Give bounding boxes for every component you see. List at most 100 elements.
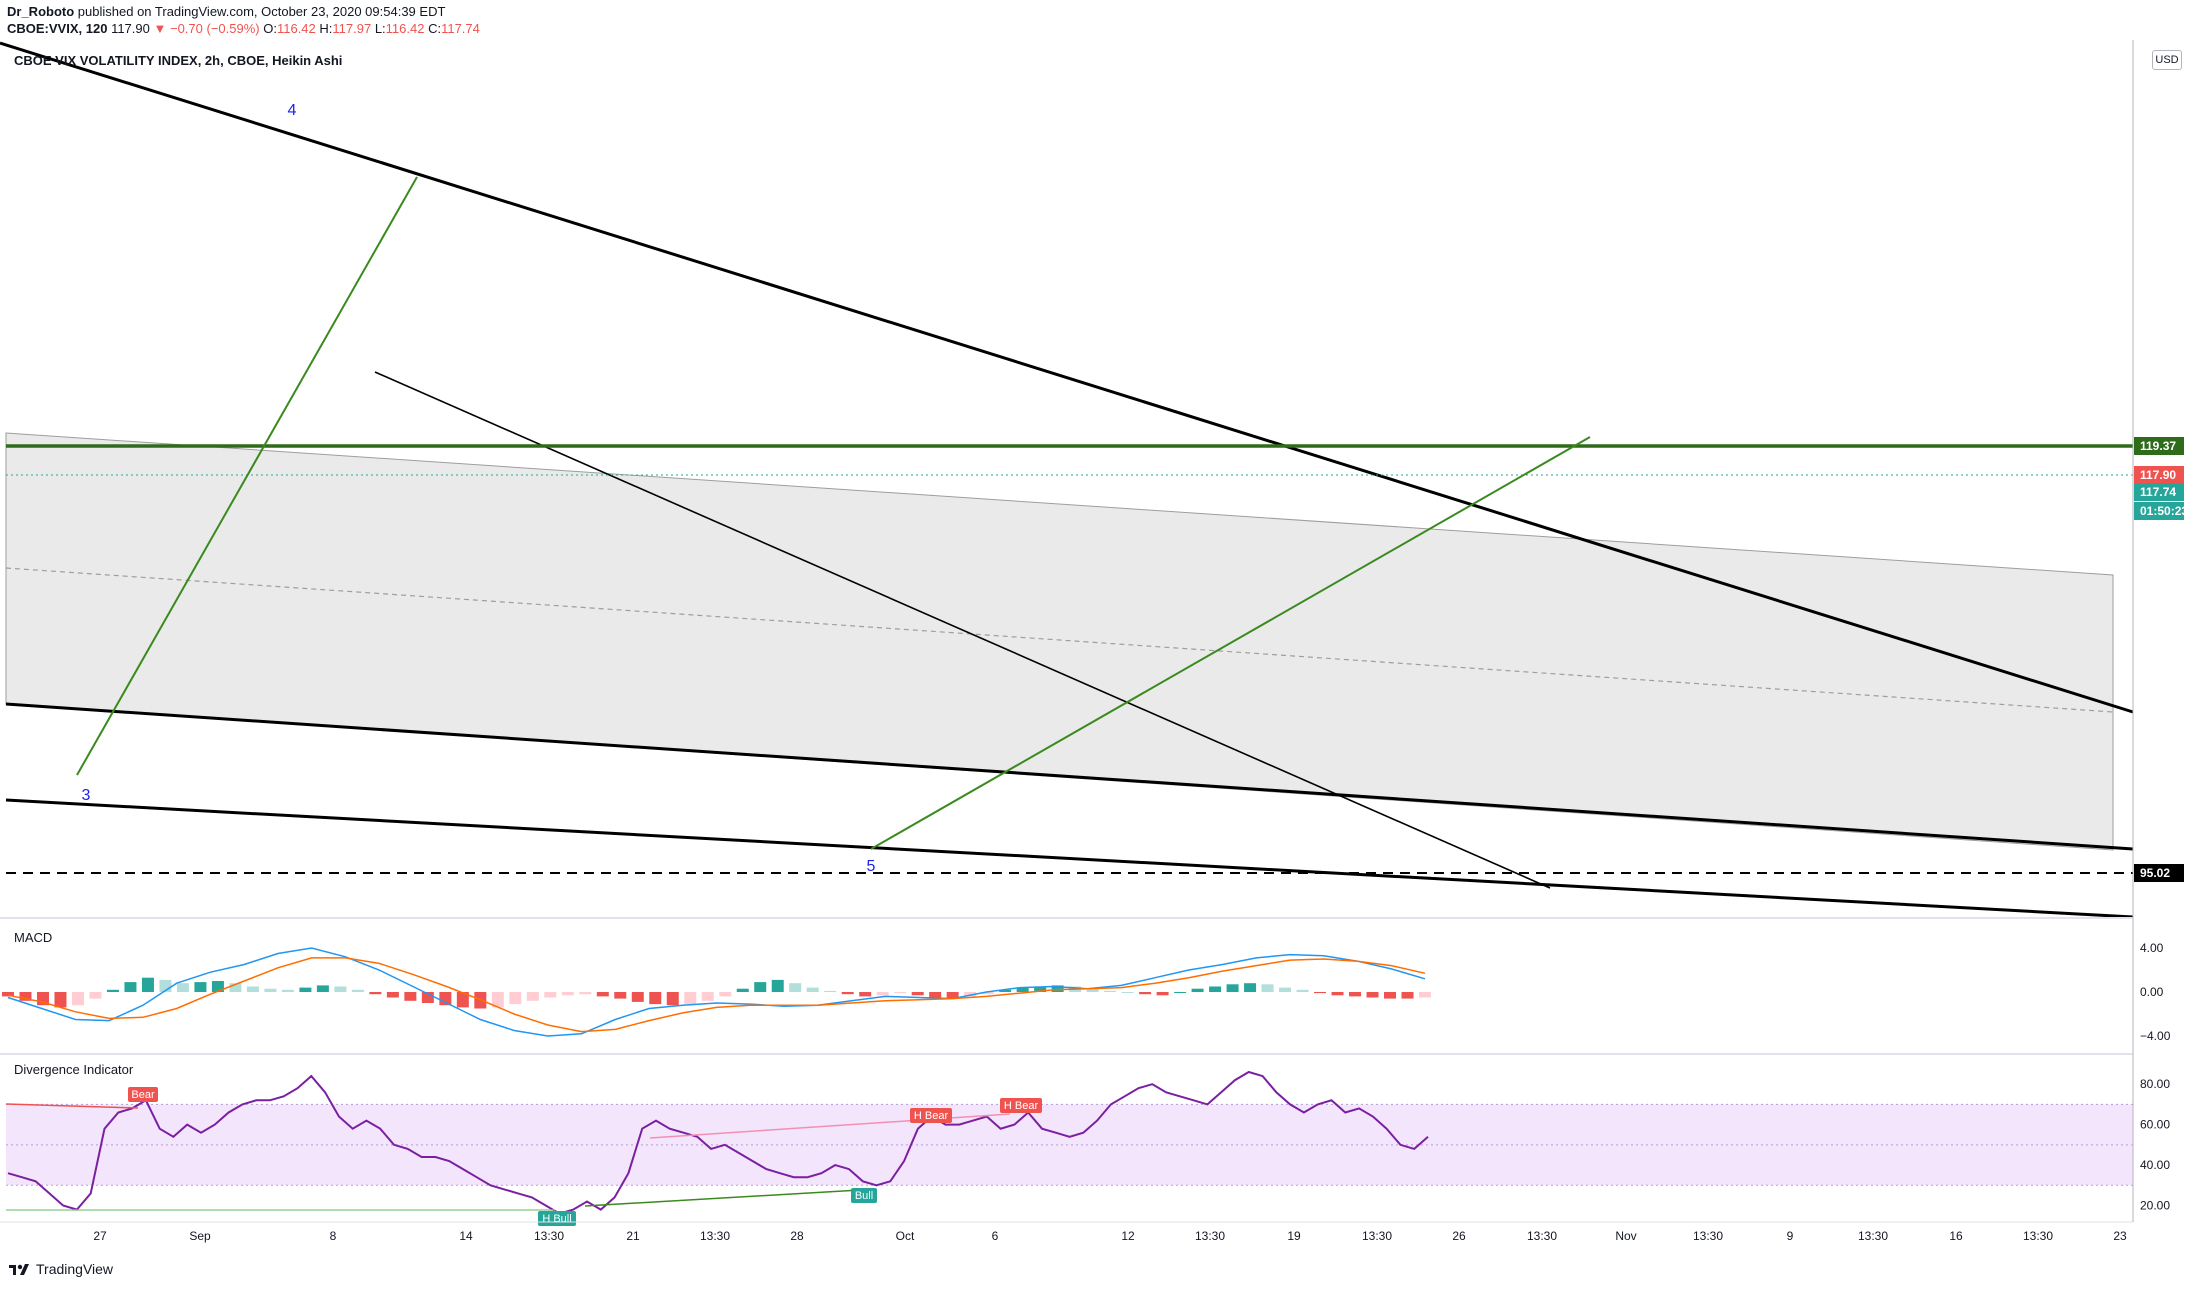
- x-tick-label: 13:30: [1693, 1229, 1723, 1243]
- last-price-badge: 117.90: [2140, 468, 2176, 482]
- macd-histogram-bar: [719, 992, 732, 997]
- macd-histogram-bar: [404, 992, 417, 1001]
- divergence-tick-label: 60.00: [2140, 1118, 2170, 1132]
- close-price-badge: 117.74: [2140, 485, 2176, 499]
- macd-histogram-bar: [1174, 992, 1187, 993]
- macd-histogram-bar: [334, 986, 347, 992]
- divergence-tick-label: 40.00: [2140, 1158, 2170, 1172]
- price-pane: 3 4 5: [0, 41, 2134, 919]
- x-tick-label: 8: [330, 1229, 337, 1243]
- macd-histogram-bar: [124, 982, 137, 992]
- channel-lower-line: [5, 702, 2134, 851]
- x-tick-label: 13:30: [534, 1229, 564, 1243]
- publish-info: Dr_Roboto published on TradingView.com, …: [7, 4, 445, 19]
- macd-histogram-bar: [1401, 992, 1414, 999]
- macd-histogram-bar: [561, 992, 574, 996]
- x-tick-label: 13:30: [700, 1229, 730, 1243]
- macd-histogram-bar: [754, 982, 767, 992]
- x-tick-label: 19: [1287, 1229, 1301, 1243]
- macd-histogram-bar: [701, 992, 714, 1001]
- macd-histogram-bar: [106, 989, 119, 992]
- hidden-bear-label-2-bg: [1000, 1098, 1042, 1113]
- symbol-label[interactable]: CBOE:VVIX, 120: [7, 21, 108, 36]
- bull-divergence-line: [584, 1189, 861, 1207]
- macd-histogram-bar: [1261, 984, 1274, 992]
- x-tick-label: 26: [1452, 1229, 1466, 1243]
- wave-label-5: 5: [867, 858, 876, 875]
- divergence-title: Divergence Indicator: [14, 1062, 134, 1077]
- macd-histogram-bar: [579, 992, 592, 995]
- macd-histogram-bar: [1366, 992, 1379, 998]
- macd-histogram-bar: [736, 988, 749, 992]
- bull-label-bg: [851, 1188, 877, 1203]
- oscillator-band: [6, 1104, 2133, 1186]
- macd-histogram-bar: [264, 988, 277, 992]
- macd-histogram-bar: [999, 989, 1012, 992]
- open-value: 116.42: [276, 21, 316, 36]
- close-price-badge-bg: [2134, 483, 2184, 501]
- macd-histogram-bar: [351, 989, 364, 992]
- macd-histogram-bar: [684, 992, 697, 1005]
- macd-histogram-bar: [841, 992, 854, 995]
- macd-histogram-bar: [89, 992, 102, 999]
- macd-histogram-bar: [806, 987, 819, 992]
- macd-histogram-bar: [1419, 992, 1431, 998]
- macd-histogram-bar: [211, 981, 224, 992]
- resistance-price-badge: 119.37: [2140, 439, 2176, 453]
- resistance-price-badge-bg: [2134, 437, 2184, 455]
- macd-histogram-bar: [824, 990, 837, 992]
- macd-histogram-bar: [859, 992, 872, 997]
- macd-histogram-bar: [491, 992, 504, 1008]
- tradingview-logo-icon: [9, 1264, 29, 1275]
- x-tick-label: 14: [459, 1229, 473, 1243]
- macd-histogram-bar: [299, 987, 312, 992]
- divergence-pane: Bear H Bear H Bear H Bull Bull: [5, 1070, 2133, 1226]
- hidden-bull-label: H Bull: [542, 1213, 571, 1225]
- last-price-badge-bg: [2134, 466, 2184, 484]
- macd-histogram-bar: [19, 992, 32, 1001]
- channel-fill: [5, 432, 2114, 851]
- divergence-tick-label: 80.00: [2140, 1077, 2170, 1091]
- x-tick-label: 16: [1949, 1229, 1963, 1243]
- price-change: −0.70 (−0.59%): [169, 21, 260, 36]
- macd-histogram-bar: [1139, 992, 1152, 995]
- upper-downtrend-line: [0, 41, 2134, 714]
- macd-histogram-bar: [771, 979, 784, 992]
- x-tick-label: 13:30: [1362, 1229, 1392, 1243]
- x-tick-label: Oct: [896, 1229, 915, 1243]
- macd-histogram-bar: [929, 992, 942, 998]
- macd-line: [7, 947, 1426, 1037]
- currency-button[interactable]: USD: [2152, 50, 2182, 70]
- macd-histogram-bar: [281, 989, 294, 992]
- macd-title: MACD: [14, 930, 53, 945]
- macd-histogram-bar: [369, 992, 382, 995]
- high-label: H:: [319, 21, 333, 36]
- macd-histogram-bar: [911, 992, 924, 996]
- macd-histogram-bar: [1331, 992, 1344, 996]
- macd-histogram-bar: [439, 992, 452, 1006]
- macd-histogram-bar: [666, 992, 679, 1006]
- macd-histogram-bar: [194, 982, 207, 992]
- macd-histogram-bar: [1279, 987, 1292, 992]
- macd-histogram-bar: [1034, 986, 1047, 992]
- macd-histogram-bar: [421, 992, 434, 1003]
- hidden-bear-label-2: H Bear: [1004, 1100, 1039, 1112]
- macd-histogram-bar: [964, 992, 977, 997]
- macd-histogram-bar: [54, 992, 67, 1008]
- open-label: O:: [263, 21, 277, 36]
- x-tick-label: Sep: [189, 1229, 211, 1243]
- macd-histogram-bar: [1349, 992, 1362, 997]
- publisher-name[interactable]: Dr_Roboto: [7, 4, 75, 19]
- macd-histogram-bar: [229, 983, 242, 992]
- wave-trend-line: [76, 176, 418, 776]
- tradingview-logo[interactable]: TradingView: [8, 1261, 113, 1277]
- bear-label: Bear: [131, 1089, 155, 1101]
- macd-histogram-bar: [1191, 988, 1204, 992]
- x-tick-label: 21: [626, 1229, 640, 1243]
- macd-histogram-bar: [71, 992, 84, 1006]
- macd-histogram-bar: [2, 992, 14, 997]
- support-price-badge-bg: [2134, 864, 2184, 882]
- macd-histogram-bar: [246, 986, 259, 992]
- divergence-tick-label: 20.00: [2140, 1199, 2170, 1213]
